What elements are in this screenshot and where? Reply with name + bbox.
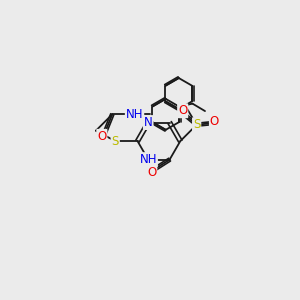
Text: O: O [210,115,219,128]
Text: S: S [193,118,200,131]
Text: NH: NH [140,153,157,166]
Text: S: S [112,135,119,148]
Text: N: N [144,116,153,129]
Text: O: O [178,104,187,117]
Text: O: O [97,130,106,143]
Text: O: O [147,167,156,179]
Text: NH: NH [126,108,143,121]
